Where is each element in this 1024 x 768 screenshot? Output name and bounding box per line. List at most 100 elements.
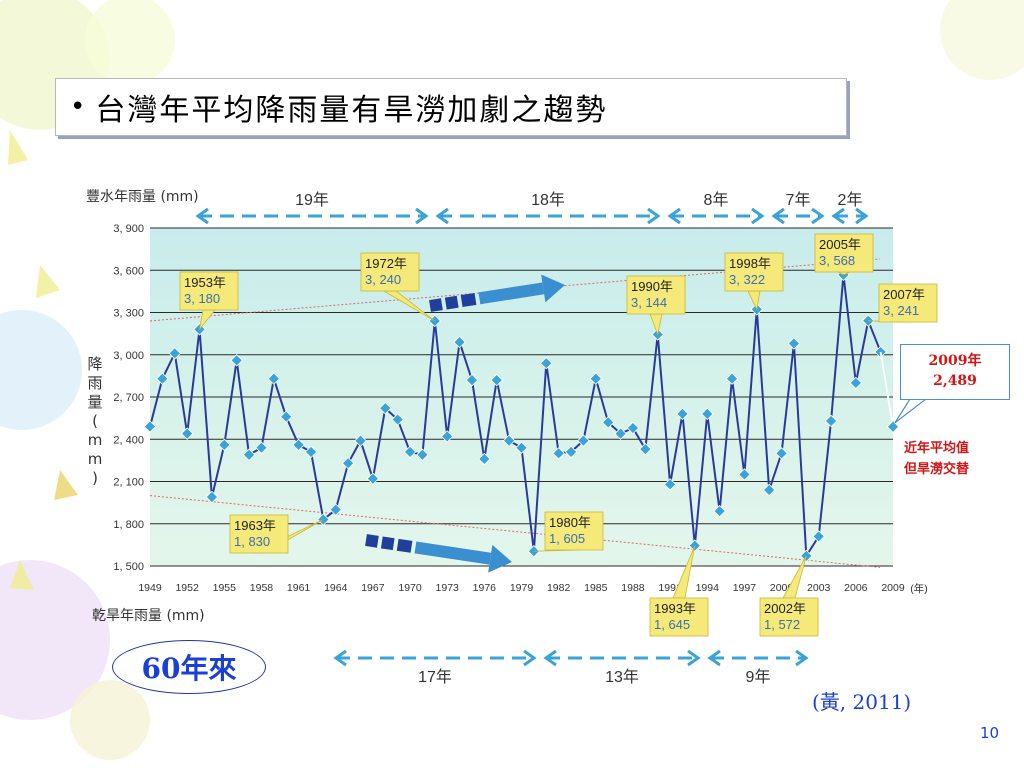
x-tick-label: 1949 [138,582,162,594]
callout-2009-year: 2009年 [928,353,982,369]
data-point-marker [292,438,305,452]
data-point-marker [614,427,627,440]
x-tick-label: 1979 [510,582,534,594]
recent-average-note: 近年平均值 但旱澇交替 [904,438,1004,480]
y-tick-label: 1, 500 [113,561,144,573]
y-axis-label-text: 降雨量(m m) [87,355,103,487]
data-point-marker [168,347,181,360]
callout-2009-value: 2,489 [933,373,977,389]
data-point-marker [205,490,219,504]
sixty-years-badge: 60年來 [112,640,266,694]
data-point-marker [725,372,739,385]
data-point-marker [787,337,801,350]
top-period-right-arrowhead [811,207,825,225]
data-point-marker [440,430,454,443]
data-point-marker [279,410,293,423]
callout-value: 1, 605 [549,531,585,546]
data-point-marker [824,414,838,428]
data-point-marker [230,354,243,367]
data-point-marker [676,407,689,421]
data-point-marker [156,372,169,385]
data-point-marker [453,335,466,349]
data-point-marker [267,372,281,385]
page-number: 10 [980,724,1000,742]
upward-trend-arrow [429,274,565,312]
data-point-marker [701,407,714,421]
x-tick-label: 1964 [324,582,348,594]
data-point-marker [577,434,590,447]
callout-box [649,597,709,637]
data-point-marker [812,530,825,543]
top-period-right-arrowhead [855,207,869,225]
x-tick-label: 1973 [436,582,460,594]
citation: (黃, 2011) [812,690,912,714]
callout-year: 1998年 [729,256,771,271]
callout-box [626,275,686,315]
bottom-period-span-label: 9年 [746,668,771,686]
callout-box [814,233,874,273]
line-to-2009-point [879,351,894,427]
top-period-span-label: 8年 [704,191,729,209]
callout-box [229,514,289,554]
bottom-period-left-arrowhead [707,649,721,667]
top-period-left-arrowhead [667,207,681,225]
callout-year: 2005年 [819,237,861,252]
data-point-marker [478,452,491,466]
data-point-marker [540,356,553,370]
x-tick-label: 1970 [398,582,422,594]
data-point-marker [639,442,652,456]
bottom-period-right-arrowhead [687,649,701,667]
top-period-left-arrowhead [195,207,209,225]
top-period-right-arrowhead [647,207,661,225]
data-point-marker [601,416,615,429]
bottom-period-left-arrowhead [333,649,347,667]
top-axis-label: 豐水年雨量 (mm) [86,189,199,205]
x-tick-label: 1994 [696,582,720,594]
callout-year: 1972年 [365,256,407,271]
x-tick-label: 1961 [287,582,311,594]
callout-value: 1, 830 [234,534,270,549]
callout-box [360,252,420,292]
sixty-years-text: 60年來 [141,652,237,685]
y-tick-label: 2, 400 [113,434,144,446]
x-tick-label: 2003 [807,582,831,594]
x-tick-label: 1997 [733,582,757,594]
data-point-marker [849,376,863,390]
slide-title: 台灣年平均降雨量有旱澇加劇之趨勢 [95,93,608,128]
data-point-marker [218,438,231,452]
y-tick-label: 2, 700 [113,392,144,404]
callout-year: 1963年 [234,518,276,533]
bottom-axis-label: 乾旱年雨量 (mm) [92,608,205,624]
x-axis-label: (年) [910,582,928,595]
callout-value: 3, 240 [365,272,401,287]
data-point-marker [626,421,640,435]
top-period-left-arrowhead [831,207,845,225]
y-tick-label: 3, 900 [113,223,144,235]
callout-year: 1990年 [631,279,673,294]
data-point-marker [354,434,367,447]
top-period-span-label: 7年 [786,191,811,209]
bottom-period-span-label: 13年 [605,668,639,686]
data-point-marker [143,420,157,433]
top-period-right-arrowhead [415,207,429,225]
data-point-marker [379,402,392,415]
y-tick-label: 3, 600 [113,265,144,277]
top-period-left-arrowhead [771,207,785,225]
bottom-period-span-label: 17年 [418,668,452,686]
top-period-span-label: 2年 [838,191,863,209]
data-point-marker [552,447,565,460]
x-tick-label: 1988 [621,582,645,594]
recent-average-note-line1: 近年平均值 [904,441,970,456]
data-point-marker [738,468,751,481]
callout-box [759,597,819,637]
data-point-marker [416,448,429,461]
data-point-marker [403,445,417,459]
data-point-marker [304,445,318,459]
x-tick-label: 1976 [473,582,497,594]
callout-value: 1, 645 [654,617,690,632]
data-point-marker [242,448,256,461]
